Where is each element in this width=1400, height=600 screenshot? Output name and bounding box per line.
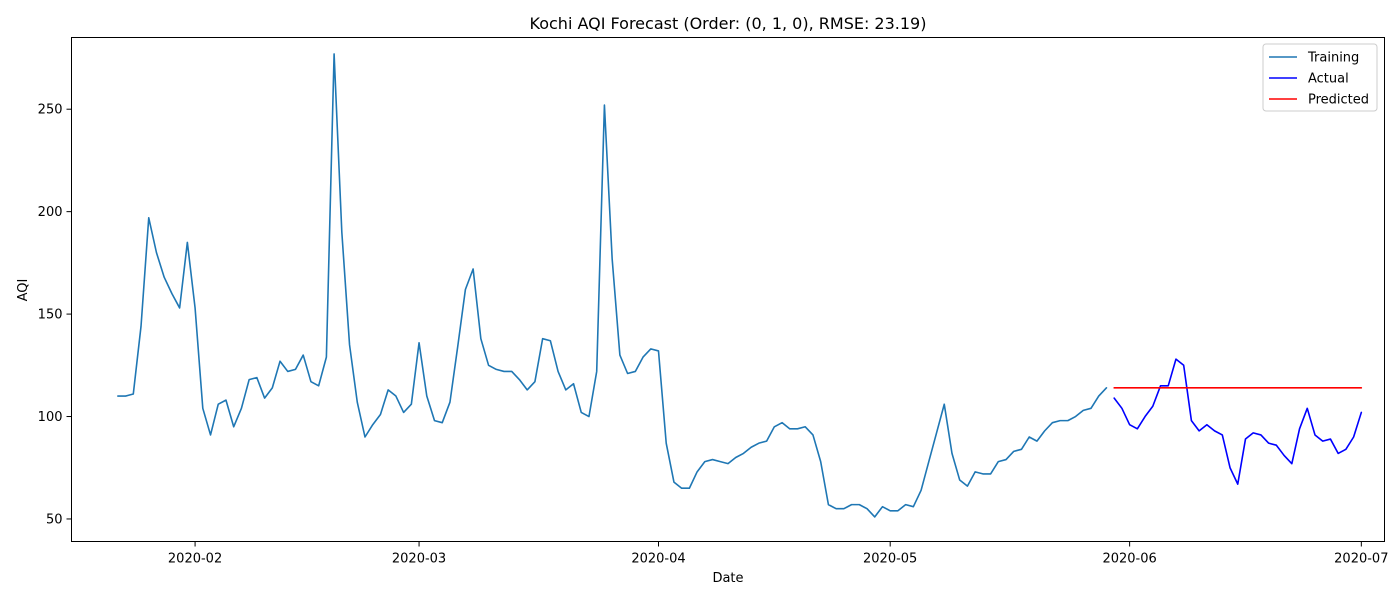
plot-area xyxy=(71,37,1385,542)
series-layer xyxy=(117,53,1363,518)
x-tick-label: 2020-03 xyxy=(392,552,446,567)
x-tick-label: 2020-07 xyxy=(1334,552,1388,567)
y-tick-label: 200 xyxy=(38,205,63,220)
legend: Training Actual Predicted xyxy=(1262,43,1378,112)
x-tick-label: 2020-06 xyxy=(1102,552,1156,567)
series-line-actual xyxy=(1113,358,1363,485)
y-axis-label: AQI xyxy=(16,279,31,302)
y-tick-label: 150 xyxy=(38,308,63,323)
y-tick-label: 50 xyxy=(46,512,63,527)
x-tick-label: 2020-02 xyxy=(168,552,222,567)
y-tick-label: 100 xyxy=(38,410,63,425)
legend-label-training: Training xyxy=(1307,51,1359,66)
y-tick-label: 250 xyxy=(38,103,63,118)
legend-box xyxy=(1262,43,1378,112)
chart-title: Kochi AQI Forecast (Order: (0, 1, 0), RM… xyxy=(530,14,927,33)
x-tick-label: 2020-04 xyxy=(631,552,685,567)
x-tick-label: 2020-05 xyxy=(863,552,917,567)
plot-frame xyxy=(71,37,1385,542)
y-axis-ticks: 50 100 150 200 250 xyxy=(38,103,72,527)
series-line-training xyxy=(117,53,1108,518)
axes-layer xyxy=(71,37,1385,542)
legend-label-actual: Actual xyxy=(1308,72,1349,87)
legend-label-predicted: Predicted xyxy=(1308,93,1369,108)
x-axis-ticks: 2020-02 2020-03 2020-04 2020-05 2020-06 2020-… xyxy=(168,541,1388,567)
plot-background xyxy=(71,37,1385,542)
x-axis-label: Date xyxy=(712,571,743,586)
